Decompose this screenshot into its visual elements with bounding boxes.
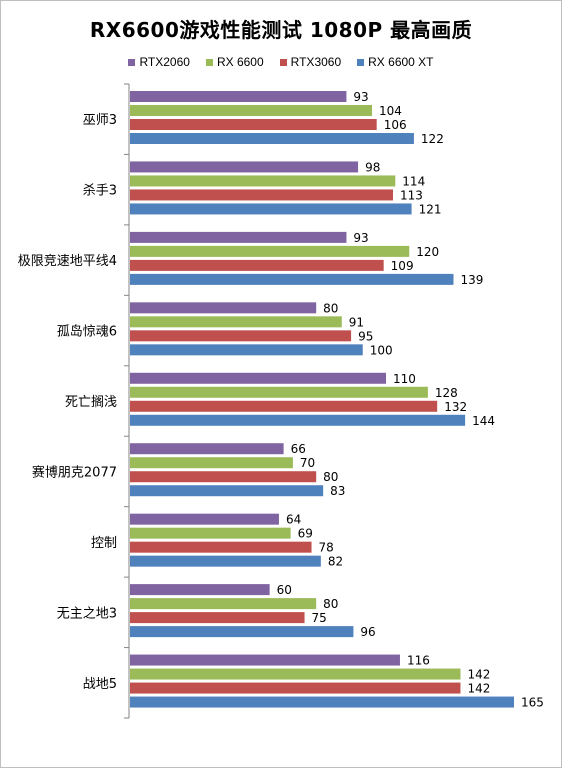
bar <box>130 203 412 215</box>
category-label: 死亡搁浅 <box>65 395 117 410</box>
data-label: 165 <box>521 696 544 710</box>
legend-label-rtx3060: RTX3060 <box>290 55 342 69</box>
legend-label-rx6600xt: RX 6600 XT <box>368 55 434 69</box>
data-label: 113 <box>400 188 423 202</box>
bar <box>130 457 293 469</box>
bar <box>130 91 347 102</box>
legend-item-rx6600: RX 6600 <box>205 55 264 69</box>
legend-item-rtx2060: RTX2060 <box>128 55 190 69</box>
bar <box>130 513 279 525</box>
data-label: 114 <box>402 174 425 188</box>
chart-title: RX6600游戏性能测试 1080P 最高画质 <box>89 18 473 42</box>
data-label: 100 <box>370 343 393 357</box>
bar <box>130 527 291 539</box>
data-label: 93 <box>353 231 368 245</box>
legend-label-rx6600: RX 6600 <box>216 55 264 69</box>
data-label: 91 <box>349 315 364 329</box>
bar <box>130 231 347 243</box>
bar <box>130 189 393 201</box>
category-label: 孤岛惊魂6 <box>57 324 117 340</box>
bar <box>130 316 342 328</box>
data-label: 83 <box>330 484 345 498</box>
bar <box>130 541 312 553</box>
bar <box>130 105 373 116</box>
data-label: 93 <box>353 90 368 104</box>
bar <box>130 696 514 708</box>
data-label: 80 <box>323 597 338 611</box>
bar <box>130 344 363 356</box>
bar <box>130 175 396 187</box>
bar <box>130 259 384 271</box>
legend-swatch-rx6600 <box>205 58 213 66</box>
chart-legend: RTX2060 RX 6600 RTX3060 RX 6600 XT <box>0 55 562 69</box>
data-label: 60 <box>277 583 292 597</box>
data-label: 80 <box>323 301 338 315</box>
bar <box>130 414 466 426</box>
bar <box>130 133 414 144</box>
data-label: 70 <box>300 456 315 470</box>
data-label: 96 <box>360 625 375 639</box>
bar <box>130 443 284 455</box>
bar <box>130 386 428 398</box>
legend-swatch-rtx2060 <box>128 58 136 66</box>
category-label: 无主之地3 <box>57 606 117 621</box>
category-label: 极限竞速地平线4 <box>18 253 117 269</box>
bar <box>130 400 438 412</box>
bar <box>130 330 352 342</box>
category-label: 控制 <box>91 536 117 551</box>
data-label: 122 <box>421 132 444 146</box>
data-label: 139 <box>460 273 483 287</box>
bar <box>130 485 324 497</box>
data-label: 95 <box>358 329 373 343</box>
legend-item-rtx3060: RTX3060 <box>279 55 342 69</box>
legend-swatch-rx6600xt <box>357 58 365 66</box>
bar <box>130 626 354 638</box>
bar <box>130 612 305 624</box>
data-label: 80 <box>323 470 338 484</box>
bar <box>130 471 317 483</box>
data-label: 66 <box>291 442 306 456</box>
data-label: 116 <box>407 654 430 668</box>
data-label: 142 <box>467 668 490 682</box>
data-label: 110 <box>393 372 416 386</box>
bar <box>130 119 377 130</box>
legend-swatch-rtx3060 <box>279 58 287 66</box>
data-label: 106 <box>384 118 407 132</box>
data-label: 69 <box>298 527 313 541</box>
legend-item-rx6600xt: RX 6600 XT <box>357 55 434 69</box>
bar <box>130 668 461 680</box>
data-label: 109 <box>391 259 414 273</box>
bar <box>130 555 321 567</box>
category-label: 杀手3 <box>83 184 117 199</box>
category-label: 赛博朋克2077 <box>32 464 117 480</box>
legend-label-rtx2060: RTX2060 <box>139 55 190 69</box>
data-label: 104 <box>379 104 402 118</box>
data-label: 98 <box>365 160 380 174</box>
bar <box>130 682 461 694</box>
category-label: 战地5 <box>83 677 117 692</box>
data-label: 120 <box>416 245 439 259</box>
data-label: 121 <box>419 202 442 216</box>
bar <box>130 598 317 610</box>
data-label: 82 <box>328 555 343 569</box>
bar <box>130 273 454 285</box>
data-label: 64 <box>286 513 301 527</box>
category-label: 巫师3 <box>83 113 117 128</box>
bar <box>130 372 386 384</box>
bar <box>130 245 410 257</box>
data-label: 142 <box>467 682 490 696</box>
bar <box>130 584 270 596</box>
bar <box>130 654 400 666</box>
data-label: 132 <box>444 400 467 414</box>
bar <box>130 161 359 173</box>
data-label: 144 <box>472 414 495 428</box>
data-label: 78 <box>319 541 334 555</box>
bar <box>130 302 317 314</box>
data-label: 75 <box>312 611 327 625</box>
data-label: 128 <box>435 386 458 400</box>
